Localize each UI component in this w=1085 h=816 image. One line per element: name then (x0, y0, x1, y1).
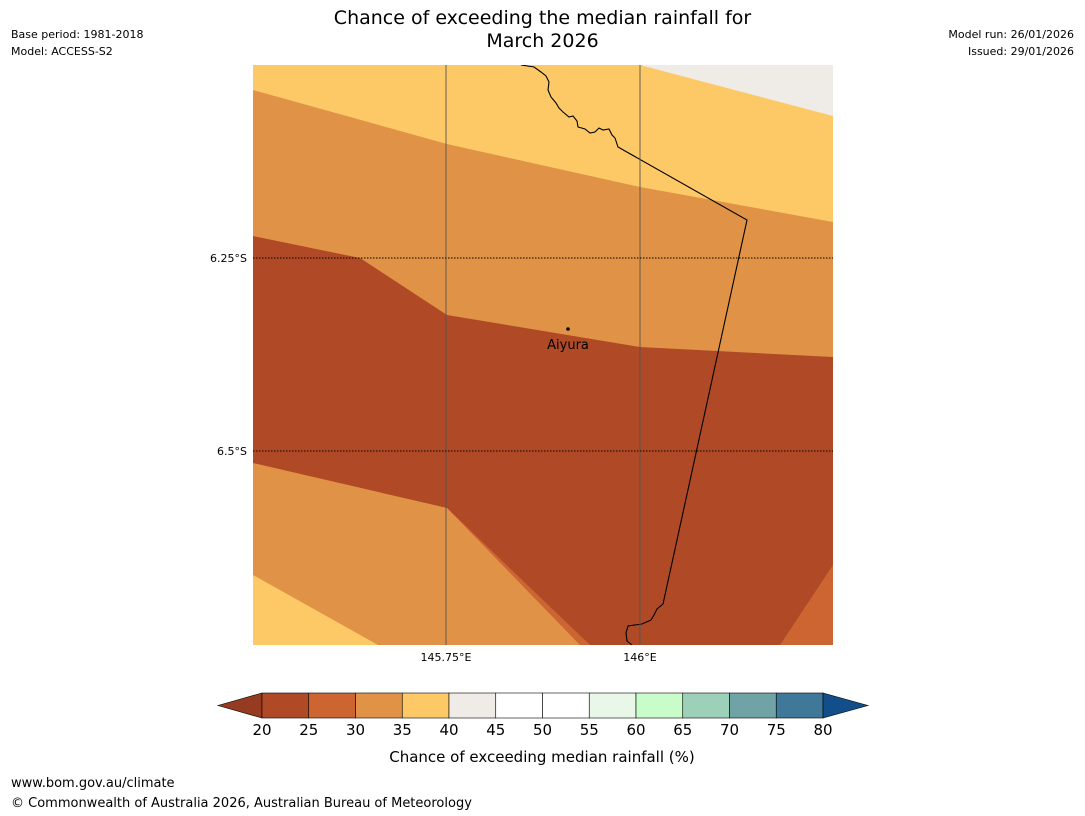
colorbar-segment-20-25 (261, 692, 310, 719)
band-30-35-lower (253, 463, 580, 645)
issued-text: Issued: 29/01/2026 (967, 45, 1074, 58)
colorbar-tick-70: 70 (720, 721, 739, 739)
colorbar-segment-55-60 (588, 692, 637, 719)
colorbar-tick-50: 50 (533, 721, 552, 739)
band-35-40-upper (253, 65, 833, 222)
aiyura-label: Aiyura (547, 338, 589, 353)
band-35-40-lower (253, 575, 378, 645)
colorbar-tick-40: 40 (439, 721, 458, 739)
colorbar-segment-50-55 (542, 692, 590, 719)
title-line-2: March 2026 (486, 30, 599, 52)
colorbar-tick-65: 65 (673, 721, 692, 739)
lon-label-145-75: 145.75°E (421, 651, 472, 664)
colorbar-tick-80: 80 (813, 721, 832, 739)
colorbar: 20 25 30 35 40 45 50 55 60 65 70 75 80 Chance of exc… (216, 692, 870, 766)
colorbar-segment-60-65 (635, 692, 684, 719)
colorbar-segment-25-30 (308, 692, 356, 719)
colorbar-segment-65-70 (682, 692, 730, 719)
base-period-text: Base period: 1981-2018 (11, 28, 144, 41)
metadata-left: Base period: 1981-2018 Model: ACCESS-S2 (11, 26, 143, 60)
model-run-text: Model run: 26/01/2026 (948, 28, 1074, 41)
colorbar-under-arrow (216, 692, 263, 719)
colorbar-tick-45: 45 (486, 721, 505, 739)
map-panel: Aiyura 6.25°S 6.5°S 145.75°E 146°E (210, 65, 833, 664)
footer-url: www.bom.gov.au/climate (11, 776, 175, 791)
colorbar-segments (261, 692, 824, 719)
lat-label-6-5: 6.5°S (217, 445, 247, 458)
colorbar-segment-75-80 (775, 692, 824, 719)
colorbar-tick-35: 35 (393, 721, 412, 739)
colorbar-tick-25: 25 (299, 721, 318, 739)
colorbar-segment-45-50 (495, 692, 543, 719)
colorbar-tick-60: 60 (626, 721, 645, 739)
colorbar-segment-40-45 (448, 692, 497, 719)
colorbar-tick-20: 20 (252, 721, 271, 739)
border-line (520, 65, 748, 645)
lat-label-6-25: 6.25°S (210, 252, 247, 265)
lon-label-146: 146°E (623, 651, 656, 664)
colorbar-over-arrow (822, 692, 870, 719)
colorbar-tick-55: 55 (580, 721, 599, 739)
metadata-right: Model run: 26/01/2026 Issued: 29/01/2026 (948, 26, 1074, 60)
title-line-1: Chance of exceeding the median rainfall … (333, 7, 752, 29)
colorbar-segment-70-75 (729, 692, 777, 719)
colorbar-ticks: 20 25 30 35 40 45 50 55 60 65 70 75 80 (252, 721, 832, 739)
model-text: Model: ACCESS-S2 (11, 45, 113, 58)
chart-title: Chance of exceeding the median rainfall … (0, 7, 1085, 53)
colorbar-segment-30-35 (355, 692, 403, 719)
colorbar-tick-30: 30 (346, 721, 365, 739)
colorbar-tick-75: 75 (767, 721, 786, 739)
footer-copyright: © Commonwealth of Australia 2026, Austra… (11, 796, 472, 811)
band-40-45 (640, 65, 833, 116)
colorbar-label: Chance of exceeding median rainfall (%) (389, 748, 694, 766)
colorbar-segment-35-40 (401, 692, 450, 719)
aiyura-marker (566, 327, 570, 331)
